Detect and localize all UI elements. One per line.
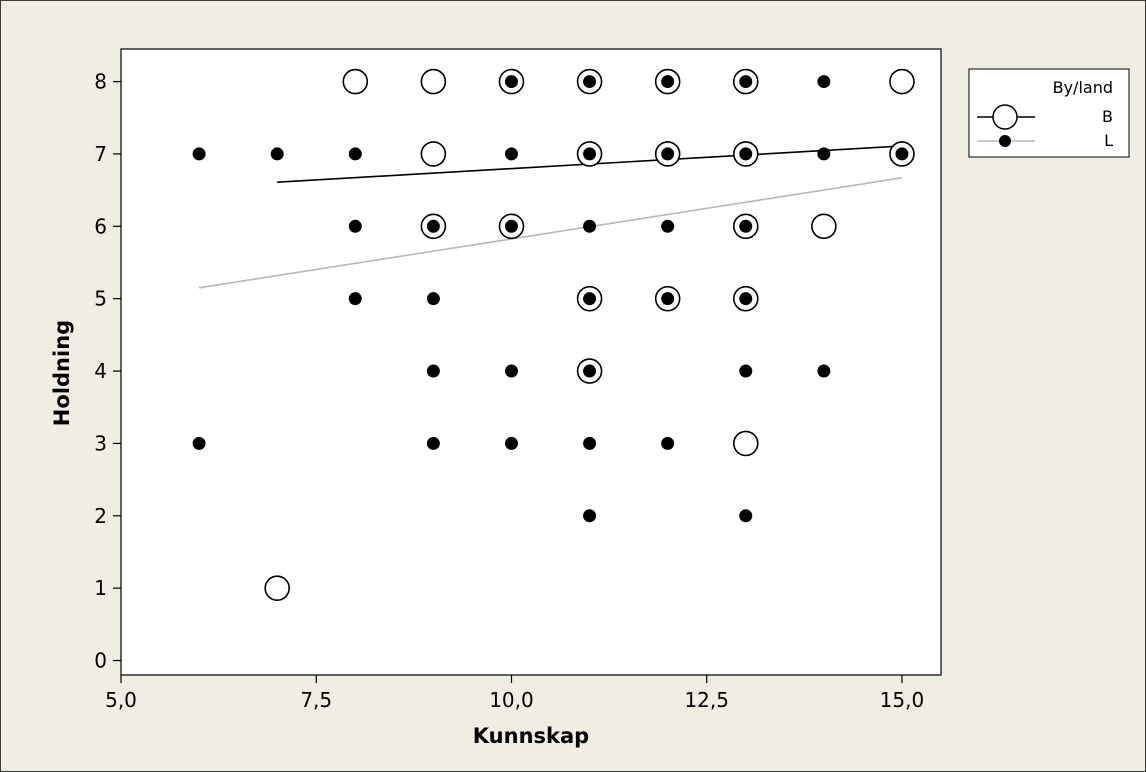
point-b [420,68,447,95]
fit-line-l [198,177,903,289]
y-tick-label: 3 [94,431,107,455]
point-l [192,436,206,450]
point-l [270,147,284,161]
x-tick-label: 10,0 [489,688,534,712]
point-l [426,364,440,378]
point-l [504,436,518,450]
point-l [504,364,518,378]
point-l [817,75,831,89]
legend-marker-b [992,104,1018,130]
point-l [348,147,362,161]
point-l [426,219,440,233]
point-l [895,147,909,161]
point-l [739,147,753,161]
y-tick-label: 5 [94,287,107,311]
x-tick-label: 12,5 [684,688,729,712]
point-l [661,292,675,306]
point-l [504,219,518,233]
x-axis: 5,0 7,5 10,0 12,5 15,0 [105,675,924,712]
y-tick-label: 8 [94,70,107,94]
point-l [348,219,362,233]
point-l [661,219,675,233]
point-l [504,147,518,161]
x-tick-label: 5,0 [105,688,137,712]
point-l [583,219,597,233]
point-l [739,509,753,523]
point-l [661,75,675,89]
legend-marker-l [999,135,1011,147]
y-axis: 0 1 2 3 4 5 6 7 8 [94,70,121,673]
legend-label-l: L [1104,131,1113,150]
point-l [739,75,753,89]
point-b [732,430,759,457]
point-l [739,219,753,233]
x-tick-label: 7,5 [300,688,332,712]
point-l [583,147,597,161]
y-tick-label: 1 [94,576,107,600]
point-l [661,147,675,161]
point-l [583,364,597,378]
y-tick-label: 4 [94,359,107,383]
point-l [426,292,440,306]
point-l [739,364,753,378]
point-l [661,436,675,450]
point-l [583,436,597,450]
point-l [504,75,518,89]
point-b [342,68,369,95]
point-b [420,141,447,167]
point-l [583,509,597,523]
point-l [192,147,206,161]
point-b [264,575,290,601]
legend-label-b: B [1102,107,1113,126]
y-tick-label: 0 [94,649,107,673]
legend: By/land B L [968,68,1130,158]
legend-title: By/land [1053,78,1113,97]
point-b [889,68,915,95]
point-l [817,147,831,161]
x-tick-label: 15,0 [880,688,925,712]
point-l [739,292,753,306]
point-b [811,213,837,240]
y-tick-label: 2 [94,504,107,528]
y-tick-label: 7 [94,142,107,166]
y-tick-label: 6 [94,214,107,238]
point-l [348,292,362,306]
point-l [583,75,597,89]
point-l [583,292,597,306]
plot-area [120,48,942,676]
x-axis-title: Kunnskap [473,724,589,748]
y-axis-title: Holdning [50,320,74,426]
data-points [192,68,915,601]
point-l [817,364,831,378]
point-l [426,436,440,450]
